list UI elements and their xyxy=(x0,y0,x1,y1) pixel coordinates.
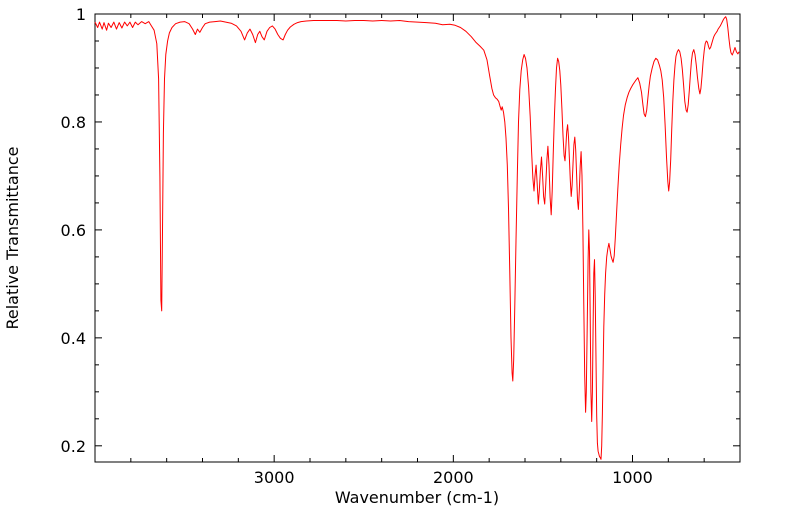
plot-border xyxy=(94,13,741,463)
x-axis-label: Wavenumber (cm-1) xyxy=(335,488,499,507)
spectrum-line xyxy=(94,16,740,460)
x-tick-label: 2000 xyxy=(433,468,474,487)
y-tick-label: 0.2 xyxy=(61,437,86,456)
x-tick-label: 3000 xyxy=(254,468,295,487)
y-tick-label: 0.8 xyxy=(61,113,86,132)
y-tick-label: 1 xyxy=(76,5,86,24)
plot-area: 3000 2000 1000 1 0.8 0.6 0.4 0.2 xyxy=(61,5,741,487)
y-tick-label: 0.6 xyxy=(61,221,86,240)
y-axis-label: Relative Transmittance xyxy=(3,146,22,329)
x-tick-label: 1000 xyxy=(612,468,653,487)
y-tick-label: 0.4 xyxy=(61,329,86,348)
